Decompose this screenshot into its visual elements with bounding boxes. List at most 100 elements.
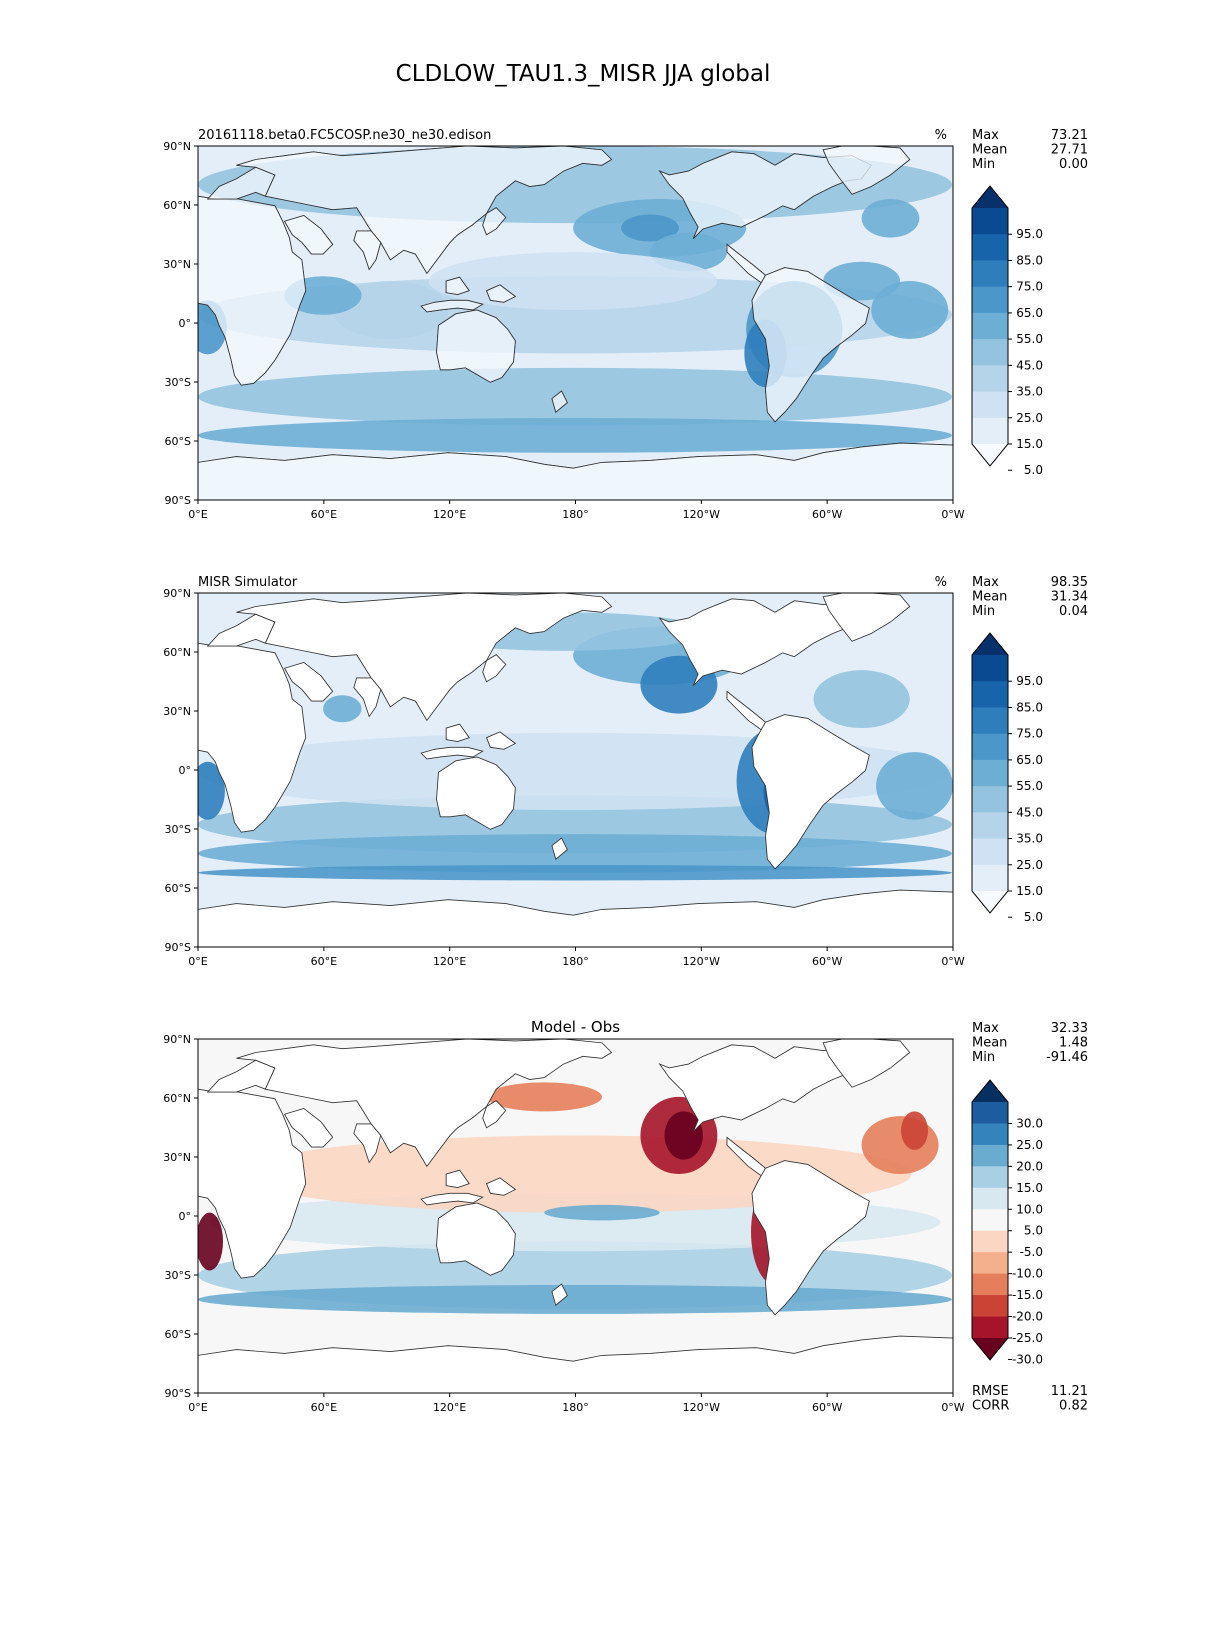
colorbar-label: 45.0 (1016, 358, 1043, 372)
stat-label: Max (972, 1021, 999, 1036)
colorbar-label: -25.0 (1012, 1331, 1043, 1345)
colorbar-segment (972, 786, 1008, 813)
colorbar-segment (972, 707, 1008, 735)
field-region (198, 1284, 953, 1314)
colorbar-extend-min (972, 444, 1008, 466)
field-region (198, 761, 225, 820)
stat-label: Min (972, 604, 995, 619)
y-tick-label: 60°N (163, 199, 191, 212)
map-field (198, 146, 954, 501)
x-tick-label: 0°W (941, 1401, 964, 1414)
colorbar-extend-min (972, 1338, 1008, 1360)
stat-value: -91.46 (1046, 1050, 1088, 1065)
colorbar-label: -10.0 (1012, 1267, 1043, 1281)
figure-title: CLDLOW_TAU1.3_MISR JJA global (396, 61, 771, 87)
stat-label: Mean (972, 1036, 1007, 1051)
y-tick-label: 60°S (165, 1328, 191, 1341)
map-field (198, 1039, 954, 1394)
colorbar-label: 35.0 (1016, 832, 1043, 846)
colorbar-label: 45.0 (1016, 805, 1043, 819)
field-region (198, 418, 953, 453)
y-tick-label: 30°S (165, 376, 191, 389)
colorbar-segment (972, 681, 1008, 708)
colorbar-label: 95.0 (1016, 227, 1043, 241)
x-tick-label: 0°W (941, 955, 964, 968)
colorbar-label: 5.0 (1024, 910, 1043, 924)
colorbar-label: 85.0 (1016, 700, 1043, 714)
panel-diff: 0°E 60°E 120°E 180° 120°W 60°W 0°W 90°N 60°N 30°N… (163, 1018, 1088, 1414)
panel-center-title: Model - Obs (531, 1018, 620, 1036)
colorbar-label: 95.0 (1016, 674, 1043, 688)
field-region (621, 214, 679, 242)
x-tick-label: 180° (562, 508, 589, 521)
colorbar-label: -30.0 (1012, 1352, 1043, 1366)
colorbar-segment (972, 1123, 1008, 1146)
panel-left-title: 20161118.beta0.FC5COSP.ne30_ne30.edison (198, 128, 491, 143)
y-tick-label: 30°S (165, 1269, 191, 1282)
x-tick-label: 60°E (311, 955, 337, 968)
y-tick-label: 90°N (163, 140, 191, 153)
colorbar-label: 25.0 (1016, 1138, 1043, 1152)
colorbar-segment (972, 733, 1008, 761)
colorbar-segment (972, 655, 1008, 682)
colorbar-label: 55.0 (1016, 779, 1043, 793)
y-tick-label: 90°S (165, 1387, 191, 1400)
colorbar-label: 85.0 (1016, 253, 1043, 267)
footer-stat-label: CORR (972, 1399, 1009, 1414)
field-region (544, 1204, 660, 1221)
colorbar-label: -15.0 (1012, 1288, 1043, 1302)
colorbar-segment (972, 838, 1008, 866)
colorbar-segment (972, 1230, 1008, 1253)
colorbar-segment (972, 391, 1008, 419)
colorbar-label: -20.0 (1012, 1310, 1043, 1324)
colorbar-segment (972, 1252, 1008, 1275)
colorbar-label: 30.0 (1016, 1116, 1043, 1130)
stat-value: 31.34 (1051, 590, 1088, 605)
stat-label: Max (972, 128, 999, 143)
colorbar-segment (972, 864, 1008, 892)
colorbar-label: 75.0 (1016, 280, 1043, 294)
colorbar-segment (972, 417, 1008, 445)
colorbar-label: 75.0 (1016, 727, 1043, 741)
stat-label: Mean (972, 590, 1007, 605)
colorbar-segment (972, 1316, 1008, 1339)
panel-units: % (935, 575, 947, 590)
x-tick-label: 0°E (188, 1401, 207, 1414)
y-tick-label: 30°N (163, 258, 191, 271)
y-tick-label: 0° (179, 764, 192, 777)
x-tick-label: 180° (562, 1401, 589, 1414)
x-tick-label: 180° (562, 955, 589, 968)
y-tick-label: 90°N (163, 1033, 191, 1046)
y-tick-label: 90°N (163, 587, 191, 600)
footer-stat-value: 11.21 (1051, 1384, 1088, 1399)
colorbar-label: 15.0 (1016, 1181, 1043, 1195)
colorbar-segment (972, 312, 1008, 340)
colorbar-segment (972, 1295, 1008, 1318)
colorbar-segment (972, 1273, 1008, 1296)
stat-value: 0.04 (1059, 604, 1088, 619)
x-tick-label: 60°W (812, 508, 842, 521)
colorbar-label: 15.0 (1016, 437, 1043, 451)
stat-value: 32.33 (1051, 1021, 1088, 1036)
stat-label: Max (972, 575, 999, 590)
field-region (198, 1212, 224, 1271)
footer-stat-value: 0.82 (1059, 1399, 1088, 1414)
colorbar-label: 65.0 (1016, 753, 1043, 767)
colorbar-segment (972, 339, 1008, 366)
y-tick-label: 90°S (165, 941, 191, 954)
x-tick-label: 60°E (311, 508, 337, 521)
y-tick-label: 60°N (163, 1092, 191, 1105)
colorbar-segment (972, 365, 1008, 393)
footer-stat-label: RMSE (972, 1384, 1009, 1399)
x-tick-label: 60°E (311, 1401, 337, 1414)
y-tick-label: 60°S (165, 882, 191, 895)
x-tick-label: 0°E (188, 955, 207, 968)
colorbar-extend-min (972, 891, 1008, 913)
colorbar-label: -5.0 (1020, 1245, 1043, 1259)
colorbar: 95.0 85.0 75.0 65.0 55.0 45.0 35.0 25.0 15.0 5.0 (971, 185, 1043, 477)
colorbar-segment (972, 234, 1008, 261)
map-field (198, 593, 954, 948)
field-region (198, 834, 953, 873)
stat-label: Min (972, 1050, 995, 1065)
